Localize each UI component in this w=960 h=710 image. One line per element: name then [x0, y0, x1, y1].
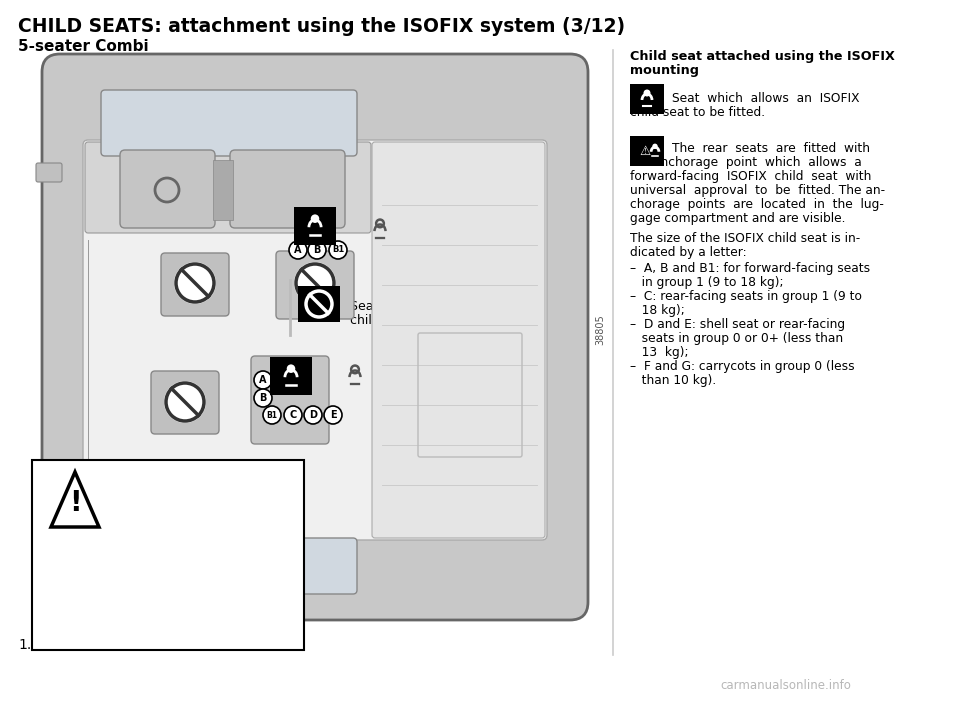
Text: C: C: [289, 410, 297, 420]
Text: dicated by a letter:: dicated by a letter:: [630, 246, 747, 259]
Text: –  D and E: shell seat or rear-facing: – D and E: shell seat or rear-facing: [630, 318, 845, 331]
Circle shape: [296, 264, 334, 302]
FancyBboxPatch shape: [83, 140, 547, 540]
Text: seats in group 0 or 0+ (less than: seats in group 0 or 0+ (less than: [630, 332, 843, 345]
Circle shape: [294, 262, 336, 304]
Bar: [294, 207, 336, 245]
FancyBboxPatch shape: [151, 371, 219, 434]
Text: 13  kg);: 13 kg);: [630, 346, 688, 359]
Text: Seat  which  allows  an  ISOFIX: Seat which allows an ISOFIX: [672, 92, 859, 105]
Bar: [630, 84, 664, 114]
Text: 38805: 38805: [595, 315, 605, 345]
FancyBboxPatch shape: [276, 251, 354, 319]
Text: D: D: [309, 410, 317, 420]
Text: an  anchorage  point  which  allows  a: an anchorage point which allows a: [630, 156, 862, 169]
FancyBboxPatch shape: [85, 142, 371, 233]
Text: than 10 kg).: than 10 kg).: [630, 374, 716, 387]
Circle shape: [329, 241, 347, 259]
Bar: [213, 160, 233, 220]
Text: The size of the ISOFIX child seat is in-: The size of the ISOFIX child seat is in-: [630, 232, 860, 245]
Text: B1: B1: [267, 410, 277, 420]
Text: mounting: mounting: [630, 64, 699, 77]
Text: CHILD SEATS: attachment using the ISOFIX system (3/12): CHILD SEATS: attachment using the ISOFIX…: [18, 17, 625, 36]
Circle shape: [289, 241, 307, 259]
Text: in group 1 (9 to 18 kg);: in group 1 (9 to 18 kg);: [630, 276, 783, 289]
Circle shape: [284, 406, 302, 424]
Circle shape: [287, 364, 296, 373]
Text: ⚠: ⚠: [639, 145, 650, 158]
Text: –  C: rear-facing seats in group 1 (9 to: – C: rear-facing seats in group 1 (9 to: [630, 290, 862, 303]
Circle shape: [643, 89, 651, 97]
Circle shape: [324, 406, 342, 424]
Text: forward-facing  ISOFIX  child  seat  with: forward-facing ISOFIX child seat with: [630, 170, 872, 183]
Polygon shape: [51, 472, 99, 527]
FancyBboxPatch shape: [161, 253, 229, 316]
FancyBboxPatch shape: [101, 538, 357, 594]
Circle shape: [254, 371, 272, 389]
Text: child seat to be fitted.: child seat to be fitted.: [630, 106, 765, 119]
Circle shape: [652, 143, 658, 149]
Text: 18 kg);: 18 kg);: [630, 304, 684, 317]
Text: !: !: [69, 489, 82, 517]
FancyBboxPatch shape: [372, 142, 545, 538]
FancyBboxPatch shape: [251, 356, 329, 444]
Text: Using a child safety system: Using a child safety system: [120, 480, 282, 493]
Text: B1: B1: [332, 246, 344, 254]
Text: this vehicle will not correctly: this vehicle will not correctly: [120, 508, 290, 521]
Text: child seat to be fitted.: child seat to be fitted.: [350, 314, 489, 327]
Text: gage compartment and are visible.: gage compartment and are visible.: [630, 212, 846, 225]
Circle shape: [164, 381, 206, 423]
FancyBboxPatch shape: [42, 54, 588, 620]
Text: The  rear  seats  are  fitted  with: The rear seats are fitted with: [672, 142, 870, 155]
Bar: [298, 286, 340, 322]
Text: E: E: [329, 410, 336, 420]
Text: 5-seater Combi: 5-seater Combi: [18, 39, 149, 54]
Bar: [630, 136, 664, 166]
Circle shape: [176, 264, 214, 302]
Text: Seat  which  does  not  allow  a: Seat which does not allow a: [350, 300, 545, 312]
Text: –  F and G: carrycots in group 0 (less: – F and G: carrycots in group 0 (less: [630, 360, 854, 373]
Text: A: A: [259, 375, 267, 385]
Text: They risk serious or even fatal injury.: They risk serious or even fatal injury.: [48, 536, 267, 549]
Text: –  A, B and B1: for forward-facing seats: – A, B and B1: for forward-facing seats: [630, 262, 870, 275]
Circle shape: [308, 241, 326, 259]
FancyBboxPatch shape: [230, 150, 345, 228]
Text: 1.58: 1.58: [18, 638, 49, 652]
Text: universal  approval  to  be  fitted. The an-: universal approval to be fitted. The an-: [630, 184, 885, 197]
Bar: [270, 357, 312, 395]
Text: protect  the  baby  or  child.: protect the baby or child.: [48, 522, 228, 535]
Text: A: A: [295, 245, 301, 255]
Text: carmanualsonline.info: carmanualsonline.info: [720, 679, 851, 692]
Text: B: B: [259, 393, 267, 403]
Text: B: B: [313, 245, 321, 255]
Bar: [32, 460, 304, 650]
FancyBboxPatch shape: [101, 90, 357, 156]
Text: chorage  points  are  located  in  the  lug-: chorage points are located in the lug-: [630, 198, 884, 211]
Circle shape: [254, 389, 272, 407]
FancyBboxPatch shape: [120, 150, 215, 228]
Text: which  is  not  approved  for: which is not approved for: [120, 494, 285, 507]
FancyBboxPatch shape: [36, 163, 62, 182]
Circle shape: [304, 406, 322, 424]
Text: Child seat attached using the ISOFIX: Child seat attached using the ISOFIX: [630, 50, 895, 63]
Circle shape: [263, 406, 281, 424]
Circle shape: [311, 214, 320, 223]
Circle shape: [174, 262, 216, 304]
Circle shape: [166, 383, 204, 421]
